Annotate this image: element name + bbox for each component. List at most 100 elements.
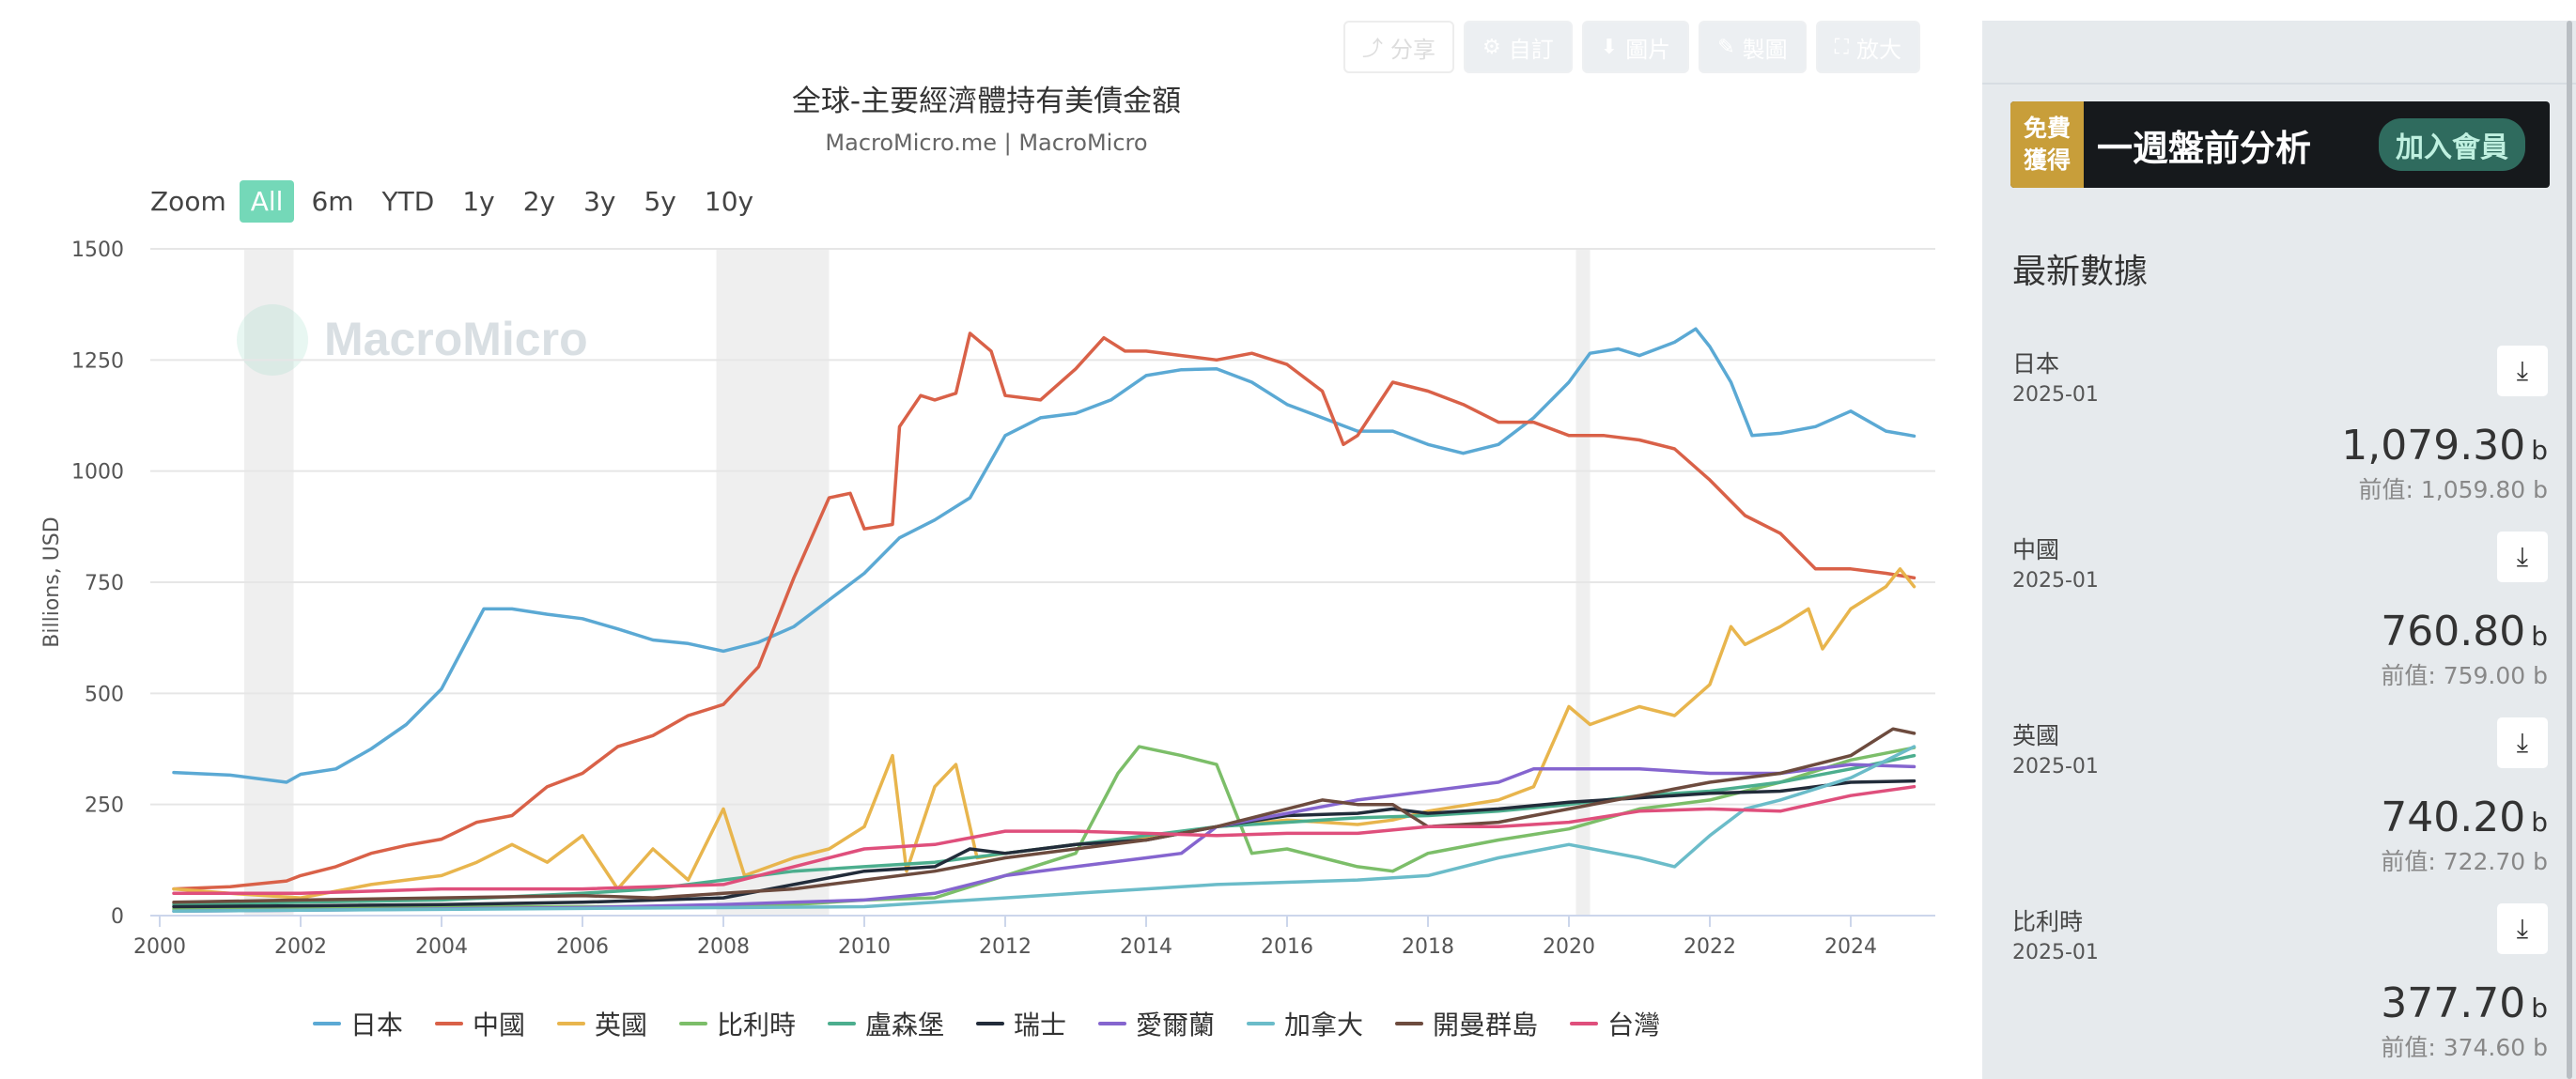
data-card-unit: b — [2531, 435, 2548, 466]
series-line-0 — [172, 327, 1916, 784]
download-button[interactable]: ⤓ — [2497, 532, 2548, 582]
legend-label: 愛爾蘭 — [1136, 1010, 1216, 1040]
data-card-previous: 前值: 1,059.80 b — [2358, 476, 2548, 503]
y-tick-label: 1000 — [71, 461, 124, 485]
x-tick-label: 2002 — [274, 935, 327, 959]
data-card-value-row: 760.80 b — [2012, 608, 2548, 655]
share-label: 分享 — [1390, 36, 1436, 63]
download-button[interactable]: ⤓ — [2497, 717, 2548, 768]
data-card: 比利時 2025-01 ⤓ 377.70 b 前值: 374.60 b — [2012, 903, 2548, 1063]
enlarge-label: 放大 — [1856, 36, 1902, 63]
legend-label: 開曼群島 — [1433, 1010, 1539, 1040]
zoom-option-5y[interactable]: 5y — [644, 186, 676, 217]
legend-swatch — [1098, 1022, 1127, 1025]
x-tick-label: 2018 — [1402, 935, 1454, 959]
legend-item[interactable]: 比利時 — [678, 1005, 796, 1042]
series-line-1 — [172, 331, 1916, 891]
join-member-button[interactable]: 加入會員 — [2379, 118, 2525, 171]
data-card-unit: b — [2531, 993, 2548, 1024]
legend-label: 日本 — [349, 1010, 403, 1040]
data-card-unit: b — [2531, 807, 2548, 838]
zoom-option-ytd[interactable]: YTD — [381, 186, 435, 217]
legend-swatch — [1247, 1022, 1276, 1025]
data-card-unit: b — [2531, 621, 2548, 652]
zoom-option-3y[interactable]: 3y — [583, 186, 616, 217]
legend-item[interactable]: 愛爾蘭 — [1098, 1005, 1215, 1042]
data-card: 中國 2025-01 ⤓ 760.80 b 前值: 759.00 b — [2012, 532, 2548, 691]
data-card-value: 377.70 — [2381, 979, 2526, 1027]
data-card-name: 中國 — [2012, 536, 2060, 563]
image-label: 圖片 — [1625, 36, 1671, 63]
data-card-date: 2025-01 — [2012, 941, 2099, 964]
custom-button[interactable]: ⚙ 自訂 — [1464, 21, 1573, 73]
series-line-7 — [172, 745, 1916, 914]
legend-item[interactable]: 瑞士 — [976, 1005, 1066, 1042]
zoom-option-1y[interactable]: 1y — [462, 186, 495, 217]
download-button[interactable]: ⤓ — [2497, 903, 2548, 954]
legend-item[interactable]: 英國 — [556, 1005, 647, 1042]
legend-swatch — [1570, 1022, 1599, 1025]
data-card-value-row: 740.20 b — [2012, 794, 2548, 841]
pencil-icon: ✎ — [1717, 35, 1735, 59]
download-icon: ⤓ — [2516, 541, 2529, 572]
download-icon: ⤓ — [2516, 355, 2529, 386]
x-tick-label: 2020 — [1543, 935, 1595, 959]
zoom-option-10y[interactable]: 10y — [704, 186, 754, 217]
chart-toolbar: ⤴ 分享 ⚙ 自訂 ⬇ 圖片 ✎ 製圖 ⛶ 放大 — [1343, 21, 1921, 75]
share-icon: ⤴ — [1362, 38, 1384, 61]
legend-swatch — [827, 1022, 856, 1025]
legend-item[interactable]: 加拿大 — [1247, 1005, 1363, 1042]
share-button[interactable]: ⤴ 分享 — [1343, 21, 1455, 73]
download-icon: ⤓ — [2516, 727, 2529, 758]
x-tick-label: 2006 — [556, 935, 609, 959]
y-tick-label: 0 — [111, 905, 124, 929]
chart-title: 全球-主要經濟體持有美債金額 — [791, 85, 1182, 118]
legend-item[interactable]: 中國 — [434, 1005, 525, 1042]
legend-item[interactable]: 開曼群島 — [1395, 1005, 1538, 1042]
image-button[interactable]: ⬇ 圖片 — [1581, 21, 1690, 73]
legend-swatch — [976, 1022, 1004, 1025]
draw-button[interactable]: ✎ 製圖 — [1699, 21, 1807, 73]
legend-item[interactable]: 盧森堡 — [827, 1005, 944, 1042]
y-tick-label: 1250 — [71, 349, 124, 373]
expand-icon: ⛶ — [1834, 35, 1850, 59]
scrollbar[interactable] — [2567, 21, 2572, 1079]
legend-label: 盧森堡 — [864, 1010, 944, 1040]
banner-tag: 免費 獲得 — [2010, 101, 2084, 188]
y-tick-label: 250 — [85, 794, 124, 818]
zoom-option-all[interactable]: All — [239, 180, 295, 223]
latest-data-heading: 最新數據 — [2012, 253, 2149, 291]
legend-label: 英國 — [594, 1010, 647, 1040]
data-card-previous: 前值: 374.60 b — [2381, 1034, 2548, 1061]
promo-banner[interactable]: 免費 獲得 一週盤前分析 加入會員 — [2010, 101, 2550, 188]
legend-label: 比利時 — [716, 1010, 796, 1040]
legend-item[interactable]: 台灣 — [1570, 1005, 1660, 1042]
chart-subtitle: MacroMicro.me | MacroMicro — [825, 130, 1148, 156]
banner-tag-line1: 免費 — [2023, 115, 2071, 142]
legend-label: 中國 — [472, 1010, 525, 1040]
x-tick-label: 2004 — [415, 935, 468, 959]
data-card-previous: 前值: 722.70 b — [2381, 848, 2548, 875]
x-tick-label: 2016 — [1261, 935, 1313, 959]
zoom-option-6m[interactable]: 6m — [311, 186, 354, 217]
y-tick-label: 1500 — [71, 239, 124, 262]
gear-icon: ⚙ — [1482, 35, 1501, 59]
data-card-value-row: 1,079.30 b — [2012, 422, 2548, 470]
legend-swatch — [312, 1022, 341, 1025]
chart-panel: ⤴ 分享 ⚙ 自訂 ⬇ 圖片 ✎ 製圖 ⛶ 放大 全球-主要經濟體持有美債金額 Macro… — [0, 21, 1973, 1042]
data-card-value-row: 377.70 b — [2012, 979, 2548, 1027]
enlarge-button[interactable]: ⛶ 放大 — [1815, 21, 1921, 73]
y-axis-label: Billions, USD — [40, 516, 64, 647]
chart-legend: 日本 中國 英國 比利時 盧森堡 瑞士 愛爾蘭 加拿大 開曼群島 台灣 — [0, 1005, 1973, 1042]
zoom-option-2y[interactable]: 2y — [522, 186, 556, 217]
legend-item[interactable]: 日本 — [312, 1005, 403, 1042]
y-tick-label: 500 — [85, 683, 124, 706]
data-card-name: 日本 — [2012, 350, 2060, 378]
download-button[interactable]: ⤓ — [2497, 346, 2548, 396]
banner-text: 一週盤前分析 — [2097, 127, 2312, 169]
zoom-label: Zoom — [150, 186, 226, 217]
legend-swatch — [678, 1022, 707, 1025]
x-tick-label: 2024 — [1824, 935, 1877, 959]
legend-label: 瑞士 — [1014, 1010, 1067, 1040]
x-tick-label: 2014 — [1120, 935, 1172, 959]
